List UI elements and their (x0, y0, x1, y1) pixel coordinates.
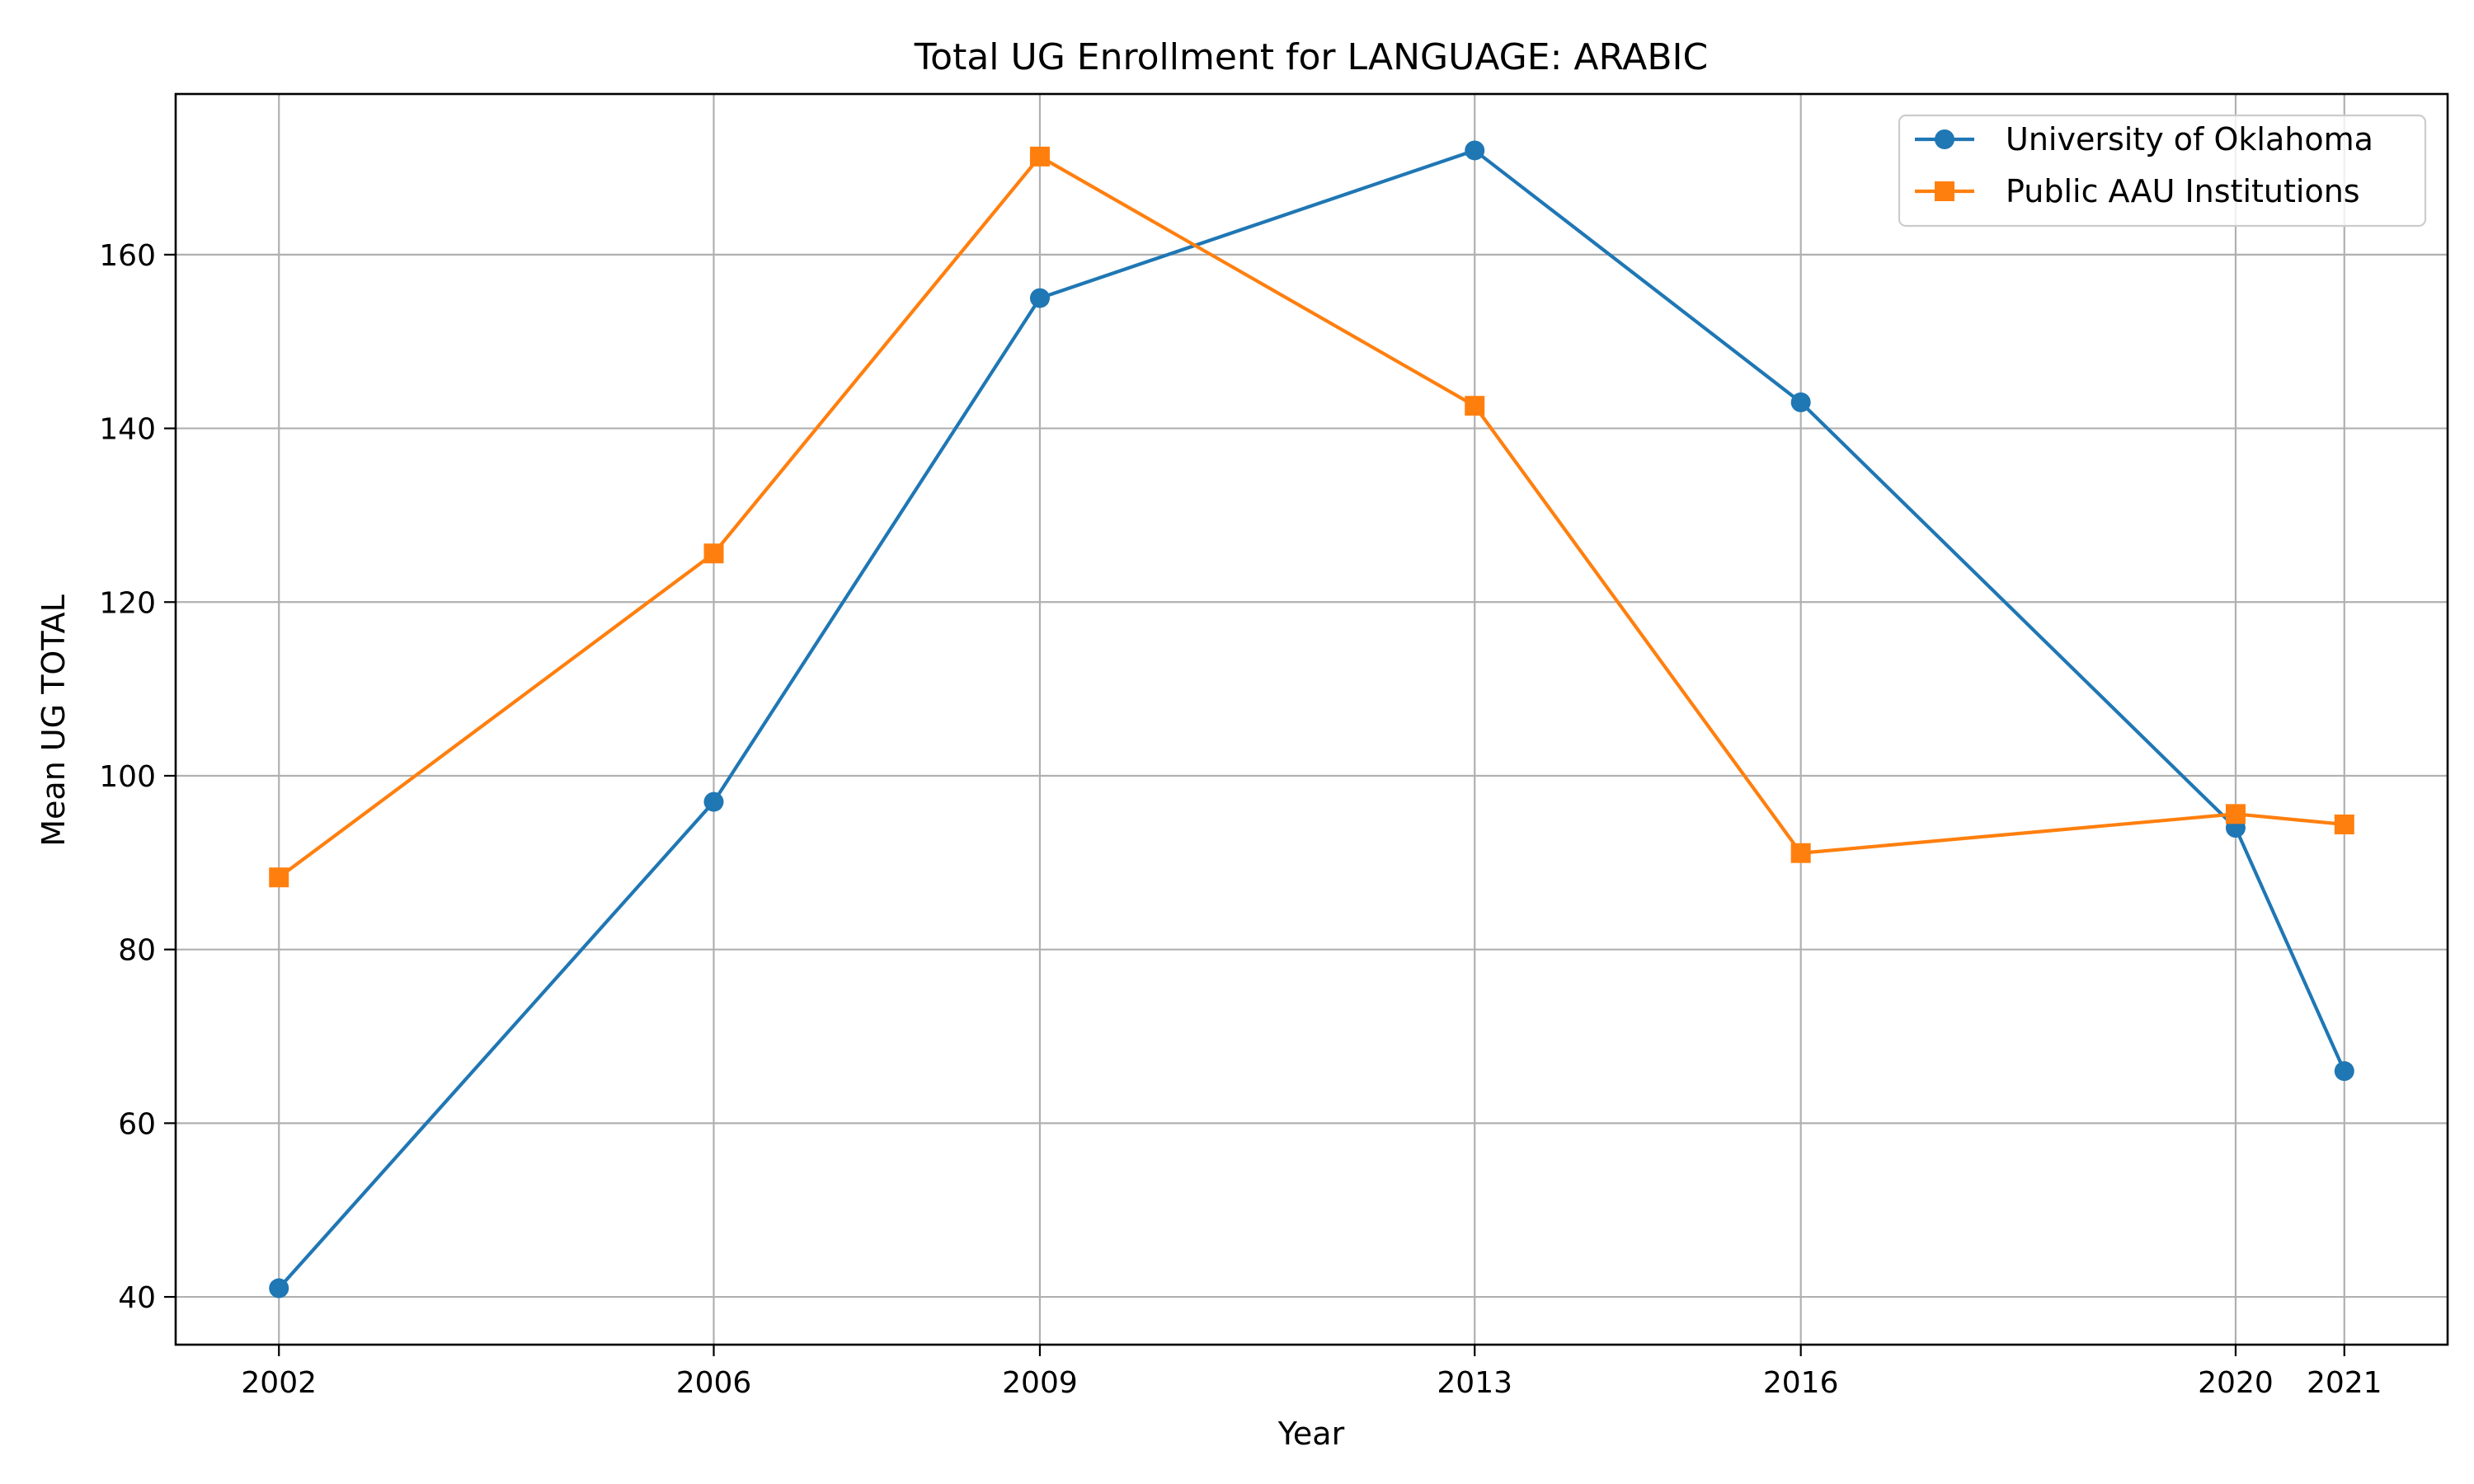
x-tick-label-2009: 2009 (1002, 1366, 1078, 1400)
data-point-public-aau-institutions-2013 (1465, 396, 1485, 416)
data-point-university-of-oklahoma-2002 (269, 1278, 289, 1298)
chart-title: Total UG Enrollment for LANGUAGE: ARABIC (914, 36, 1709, 78)
legend-marker-university-of-oklahoma (1935, 129, 1954, 149)
data-point-public-aau-institutions-2002 (269, 867, 289, 888)
data-point-university-of-oklahoma-2016 (1790, 392, 1811, 412)
plot-series (269, 140, 2354, 1298)
x-tick-label-2013: 2013 (1437, 1366, 1512, 1400)
y-tick-label-80: 80 (118, 934, 156, 968)
data-point-university-of-oklahoma-2013 (1465, 140, 1485, 161)
y-tick-label-100: 100 (99, 760, 156, 794)
y-axis-label: Mean UG TOTAL (35, 594, 72, 847)
x-tick-label-2020: 2020 (2198, 1366, 2274, 1400)
data-point-university-of-oklahoma-2009 (1029, 288, 1050, 308)
x-axis-label: Year (1277, 1416, 1345, 1452)
legend-box (1898, 114, 2427, 228)
y-tick-label-120: 120 (99, 586, 156, 620)
data-point-university-of-oklahoma-2021 (2334, 1061, 2354, 1082)
data-point-public-aau-institutions-2021 (2334, 814, 2354, 834)
axis-ticks: 2002 2006 2009 2013 2016 2020 2021 40 60 80 100 120… (99, 239, 2382, 1400)
x-tick-label-2021: 2021 (2307, 1366, 2382, 1400)
y-tick-label-140: 140 (99, 413, 156, 447)
x-tick-label-2002: 2002 (241, 1366, 317, 1400)
legend-marker-public-aau-institutions (1935, 181, 1954, 201)
plot-frame (174, 92, 2449, 1346)
legend: University of Oklahoma Public AAU Instit… (1898, 114, 2427, 228)
y-tick-label-40: 40 (118, 1281, 156, 1315)
x-tick-label-2006: 2006 (676, 1366, 752, 1400)
legend-label-public-aau-institutions: Public AAU Institutions (2006, 173, 2360, 209)
x-tick-label-2016: 2016 (1763, 1366, 1839, 1400)
legend-label-university-of-oklahoma: University of Oklahoma (2006, 121, 2373, 157)
data-point-public-aau-institutions-2016 (1790, 843, 1811, 863)
data-point-university-of-oklahoma-2006 (703, 791, 724, 812)
data-point-public-aau-institutions-2020 (2225, 804, 2246, 824)
data-point-public-aau-institutions-2006 (703, 543, 724, 564)
data-point-public-aau-institutions-2009 (1029, 146, 1050, 167)
y-tick-label-160: 160 (99, 239, 156, 273)
y-tick-label-60: 60 (118, 1107, 156, 1141)
